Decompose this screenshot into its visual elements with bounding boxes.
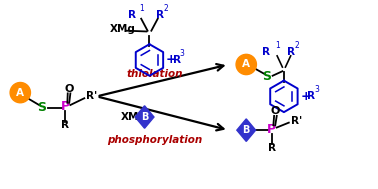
Text: R: R [156,10,164,20]
Circle shape [10,82,31,103]
Text: 2: 2 [164,4,169,13]
Text: R: R [262,47,270,57]
Text: B: B [141,112,148,122]
Text: R: R [62,120,70,130]
Text: phosphorylation: phosphorylation [107,135,203,145]
Text: 1: 1 [276,41,280,50]
Text: B: B [243,125,250,135]
Text: 1: 1 [139,4,144,13]
Text: O: O [65,84,74,94]
Text: A: A [16,88,24,98]
Text: S: S [262,70,271,83]
Text: A: A [242,60,250,70]
Text: +: + [166,53,177,67]
Text: R': R' [291,116,302,126]
Text: R: R [307,91,315,101]
Text: XMg: XMg [121,112,147,122]
Polygon shape [135,106,154,128]
Text: R: R [268,143,276,153]
Text: O: O [271,106,280,116]
Text: P: P [61,100,70,113]
Polygon shape [237,119,256,141]
Text: thiolation: thiolation [127,69,183,79]
Text: XMg: XMg [110,24,136,34]
Text: 3: 3 [180,49,184,58]
Circle shape [236,54,256,75]
Text: R: R [173,55,181,65]
Text: +: + [301,90,311,103]
Text: 3: 3 [314,85,319,94]
Text: R': R' [86,91,98,101]
Text: 2: 2 [294,41,299,50]
Text: S: S [37,101,46,114]
Text: R: R [287,47,295,57]
Text: P: P [267,123,276,136]
Text: R: R [127,10,136,20]
